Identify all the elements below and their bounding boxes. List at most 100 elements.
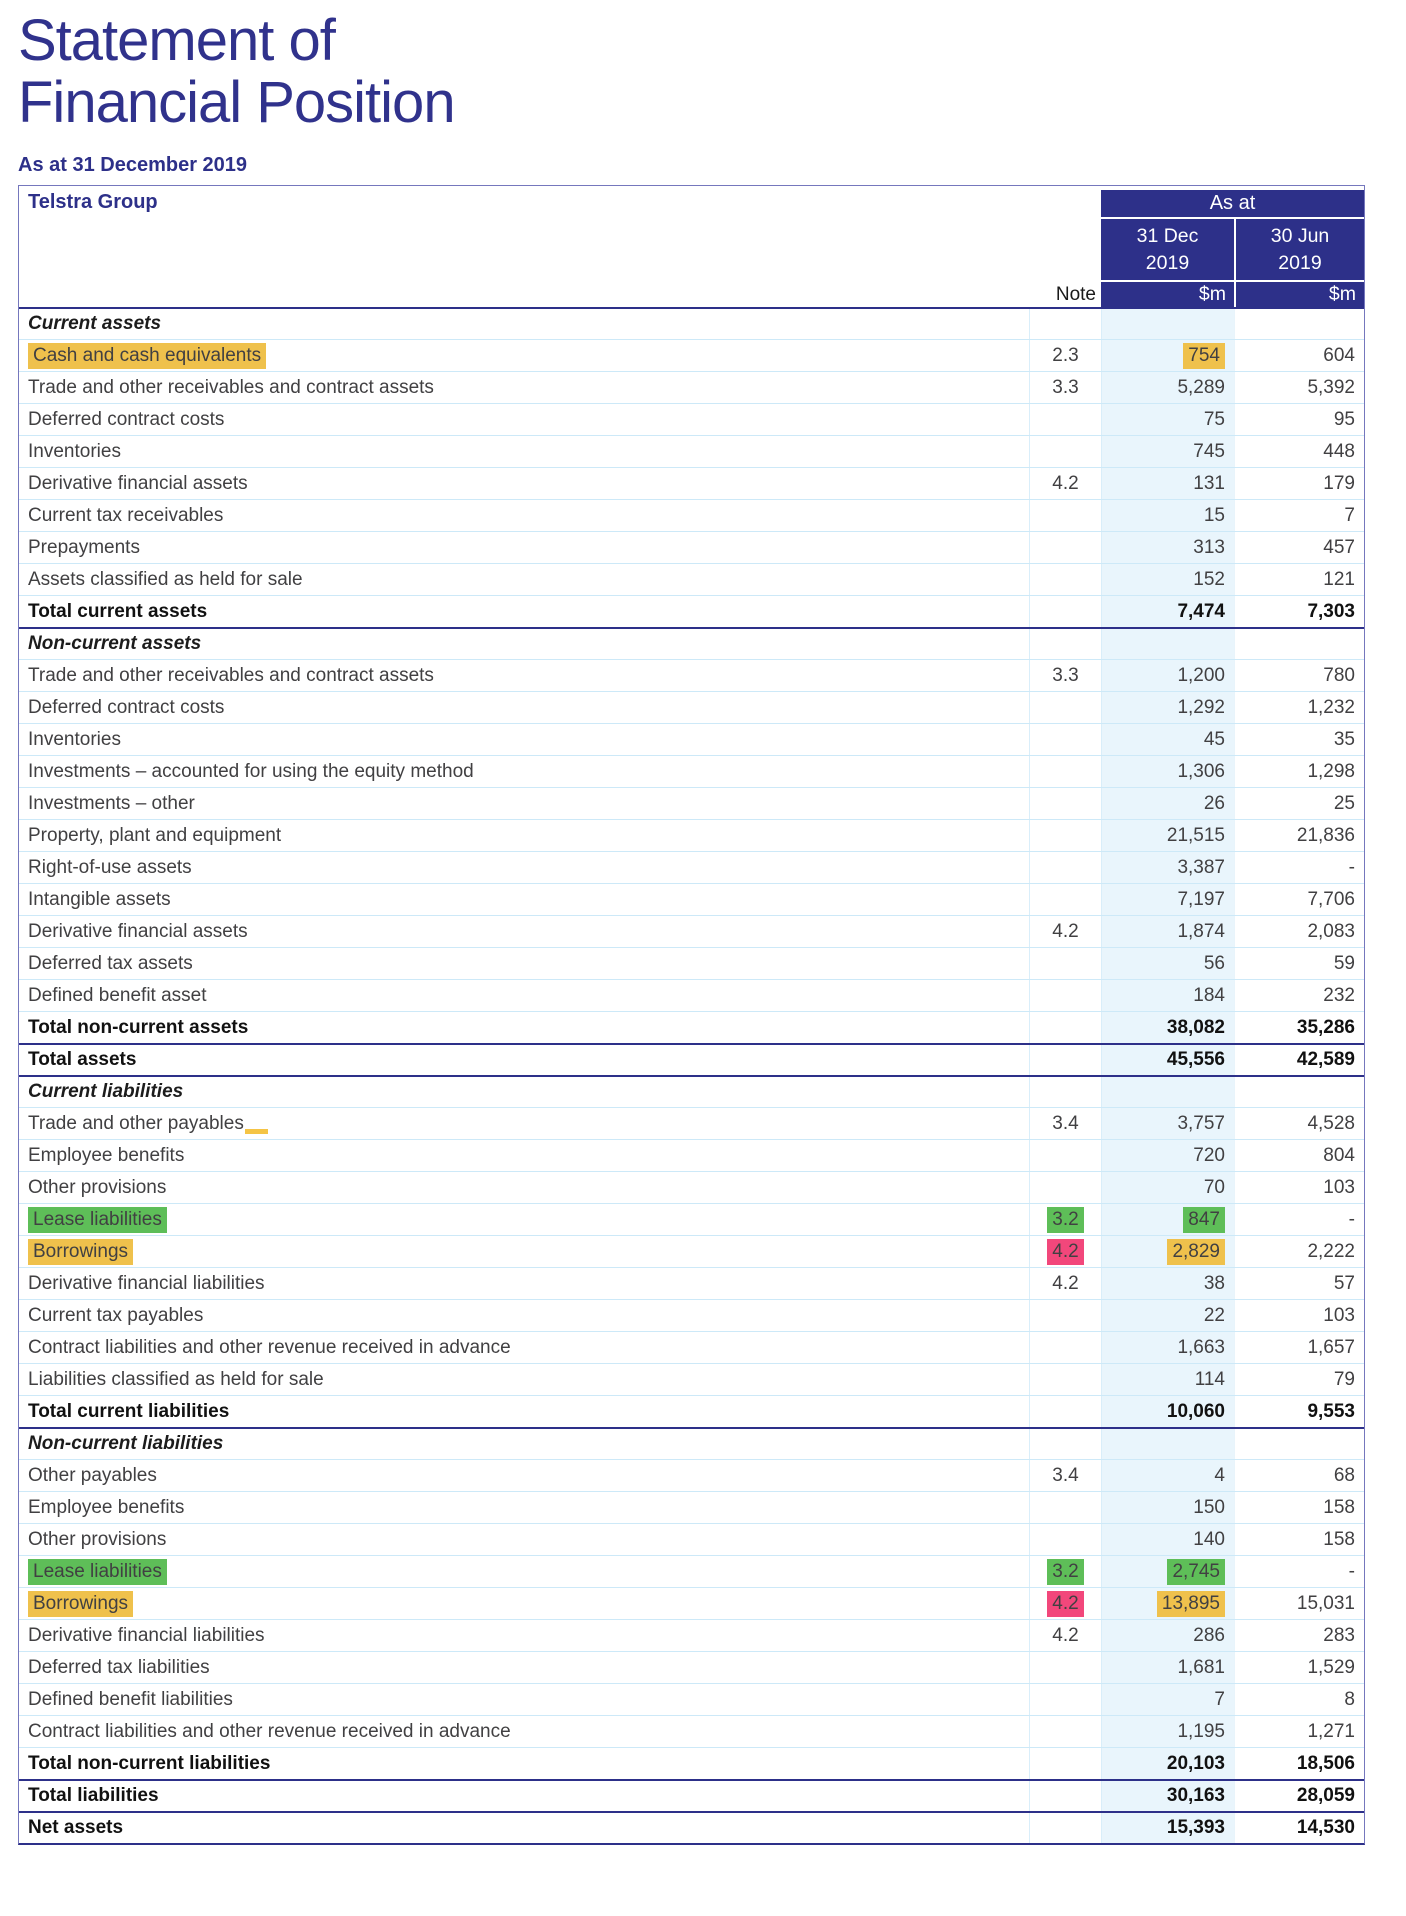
dec-2019-cell: 15 [1101, 500, 1234, 532]
row-label: Current tax payables [28, 1304, 204, 1326]
jun-2019-cell: 42,589 [1234, 1045, 1364, 1076]
dec-2019-cell: 4 [1101, 1460, 1234, 1492]
jun-2019-cell: 21,836 [1234, 820, 1364, 852]
dec-2019-cell: 45,556 [1101, 1045, 1234, 1076]
dec-2019-cell: 1,200 [1101, 660, 1234, 692]
jun-2019-value: 1,271 [1307, 1720, 1355, 1742]
row-label: Investments – accounted for using the eq… [28, 760, 474, 782]
dec-2019-value: 26 [1203, 792, 1225, 814]
jun-2019-cell: 57 [1234, 1268, 1364, 1300]
row-label-cell: Trade and other receivables and contract… [19, 372, 1029, 403]
jun-2019-cell: 68 [1234, 1460, 1364, 1492]
note-cell [1029, 1781, 1101, 1812]
dec-2019-value: 7,197 [1177, 888, 1225, 910]
jun-2019-cell: 2,222 [1234, 1236, 1364, 1268]
jun-2019-cell: 4,528 [1234, 1108, 1364, 1140]
row-label: Derivative financial assets [28, 472, 248, 494]
dec-2019-cell: 7 [1101, 1684, 1234, 1716]
total-row: Total current assets 7,474 7,303 [19, 595, 1364, 628]
row-label-cell: Employee benefits [19, 1140, 1029, 1171]
jun-2019-cell [1234, 629, 1364, 660]
jun-2019-cell: 15,031 [1234, 1588, 1364, 1620]
table-row: Other provisions 70 103 [19, 1171, 1364, 1204]
column-header-jun-2019: 30 Jun 2019 [1234, 219, 1364, 281]
note-cell [1029, 1300, 1101, 1332]
jun-2019-value: 7,303 [1307, 600, 1355, 622]
dec-2019-cell: 3,387 [1101, 852, 1234, 884]
highlight-green: Lease liabilities [28, 1206, 167, 1233]
row-label: Investments – other [28, 792, 195, 814]
dec-date-line-1: 31 Dec [1136, 225, 1199, 248]
row-label-cell: Deferred contract costs [19, 692, 1029, 723]
jun-2019-cell: 457 [1234, 532, 1364, 564]
dec-2019-cell: 45 [1101, 724, 1234, 756]
jun-2019-cell: 1,298 [1234, 756, 1364, 788]
jun-2019-value: 95 [1333, 408, 1355, 430]
jun-2019-value: 2,222 [1307, 1240, 1355, 1262]
dec-2019-value: 30,163 [1166, 1785, 1225, 1807]
jun-2019-cell: 8 [1234, 1684, 1364, 1716]
table-row: Right-of-use assets 3,387 - [19, 851, 1364, 884]
corner-title: Telstra Group [28, 191, 158, 214]
note-cell [1029, 532, 1101, 564]
jun-2019-cell: - [1234, 852, 1364, 884]
page-title: Statement of Financial Position [18, 8, 1406, 134]
table-row: Deferred contract costs 75 95 [19, 403, 1364, 436]
jun-2019-value: 57 [1333, 1272, 1355, 1294]
dec-2019-value: 5,289 [1177, 376, 1225, 398]
dec-2019-value: 150 [1193, 1496, 1225, 1518]
jun-2019-cell: 79 [1234, 1364, 1364, 1396]
jun-2019-value: 158 [1323, 1528, 1355, 1550]
highlight-green: 2,745 [1167, 1558, 1225, 1585]
jun-2019-cell: 1,232 [1234, 692, 1364, 724]
dec-2019-cell: 114 [1101, 1364, 1234, 1396]
jun-2019-cell: 14,530 [1234, 1813, 1364, 1844]
table-row: Investments – accounted for using the eq… [19, 755, 1364, 788]
page-title-line-1: Statement of [18, 8, 336, 73]
row-label-cell: Trade and other payables [19, 1108, 1029, 1139]
table-row: Prepayments 313 457 [19, 531, 1364, 564]
jun-2019-cell: 103 [1234, 1172, 1364, 1204]
table-row: Contract liabilities and other revenue r… [19, 1715, 1364, 1748]
row-label: Right-of-use assets [28, 856, 192, 878]
jun-2019-cell [1234, 1429, 1364, 1460]
note-cell [1029, 1524, 1101, 1556]
note-cell [1029, 980, 1101, 1012]
highlight-green: Lease liabilities [28, 1558, 167, 1585]
table-row: Employee benefits 720 804 [19, 1139, 1364, 1172]
note-cell [1029, 1332, 1101, 1364]
row-label-cell: Trade and other receivables and contract… [19, 660, 1029, 691]
total-row: Total non-current assets 38,082 35,286 [19, 1011, 1364, 1044]
note-cell: 4.2 [1029, 1620, 1101, 1652]
jun-2019-value: 7,706 [1307, 888, 1355, 910]
note-value: 3.3 [1052, 664, 1079, 686]
row-label-cell: Current tax receivables [19, 500, 1029, 531]
table-row: Employee benefits 150 158 [19, 1491, 1364, 1524]
row-label: Total assets [28, 1049, 137, 1071]
dec-2019-cell: 286 [1101, 1620, 1234, 1652]
row-label: Employee benefits [28, 1144, 185, 1166]
dec-2019-value: 184 [1193, 984, 1225, 1006]
note-value: 3.4 [1052, 1112, 1079, 1134]
row-label-cell: Investments – accounted for using the eq… [19, 756, 1029, 787]
section-title: Current assets [28, 313, 162, 335]
row-label: Total liabilities [28, 1785, 159, 1807]
note-cell [1029, 948, 1101, 980]
dec-2019-cell: 720 [1101, 1140, 1234, 1172]
row-label-cell: Derivative financial assets [19, 468, 1029, 499]
jun-2019-value: 4,528 [1307, 1112, 1355, 1134]
dec-2019-cell: 2,829 [1101, 1236, 1234, 1268]
row-label: Prepayments [28, 536, 140, 558]
jun-2019-cell: 18,506 [1234, 1748, 1364, 1780]
note-value: 3.4 [1052, 1464, 1079, 1486]
highlight-yellow: 754 [1183, 342, 1225, 369]
jun-2019-value: 1,298 [1307, 760, 1355, 782]
section-title-cell: Current liabilities [19, 1077, 1029, 1107]
highlight-green: 847 [1183, 1206, 1225, 1233]
table-row: Derivative financial assets 4.2 131 179 [19, 467, 1364, 500]
dec-2019-cell: 26 [1101, 788, 1234, 820]
jun-2019-value: 59 [1333, 952, 1355, 974]
jun-2019-value: 1,657 [1307, 1336, 1355, 1358]
row-label: Other provisions [28, 1176, 167, 1198]
jun-2019-value: 1,529 [1307, 1656, 1355, 1678]
